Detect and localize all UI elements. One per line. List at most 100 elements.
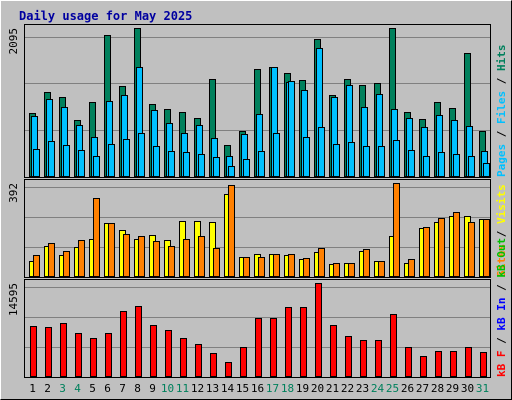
x-tick-label: 4 — [74, 382, 81, 395]
x-tick-label: 28 — [431, 382, 444, 395]
bar-kb-f-31 — [480, 352, 487, 377]
x-tick-label: 31 — [476, 382, 489, 395]
bar-pages-5 — [93, 156, 100, 177]
bar-sites-20 — [318, 248, 325, 277]
x-tick-label: 24 — [371, 382, 385, 395]
bar-sites-11 — [183, 239, 190, 277]
x-tick-label: 3 — [59, 382, 66, 395]
bar-sites-19 — [303, 258, 310, 277]
panel-middle: 392 — [7, 179, 491, 278]
bar-pages-7 — [123, 139, 130, 177]
bar-sites-29 — [453, 212, 460, 277]
x-tick-label: 21 — [326, 382, 339, 395]
bar-sites-25 — [393, 183, 400, 277]
panel-frame — [24, 24, 491, 178]
panel-frame — [24, 279, 491, 378]
bar-kb-f-24 — [375, 340, 382, 377]
bar-kb-f-13 — [210, 353, 217, 377]
bar-sites-15 — [243, 257, 250, 277]
bar-pages-19 — [303, 137, 310, 177]
bar-sites-4 — [78, 240, 85, 277]
x-tick-label: 22 — [341, 382, 354, 395]
bar-kb-f-9 — [150, 325, 157, 377]
panel-bottom: 14595 — [7, 279, 491, 378]
bar-pages-17 — [273, 133, 280, 177]
bar-kb-f-2 — [45, 327, 52, 377]
right-label-part: kB In — [495, 298, 508, 331]
bar-kb-f-30 — [465, 347, 472, 377]
bar-sites-12 — [198, 236, 205, 277]
bar-pages-14 — [228, 166, 235, 177]
bar-sites-14 — [228, 185, 235, 277]
bar-kb-f-28 — [435, 351, 442, 377]
bar-pages-8 — [138, 133, 145, 177]
bar-sites-16 — [258, 257, 265, 277]
bar-kb-f-10 — [165, 330, 172, 377]
x-tick-label: 17 — [266, 382, 279, 395]
right-label-part: / — [495, 278, 508, 298]
bar-pages-4 — [78, 150, 85, 177]
x-tick-label: 15 — [236, 382, 249, 395]
x-tick-label: 16 — [251, 382, 264, 395]
x-tick-label: 30 — [461, 382, 474, 395]
x-tick-label: 18 — [281, 382, 294, 395]
bar-kb-f-7 — [120, 311, 127, 377]
x-tick-label: 13 — [206, 382, 219, 395]
bar-pages-23 — [363, 146, 370, 177]
bar-pages-18 — [288, 81, 295, 177]
bar-pages-25 — [393, 140, 400, 177]
bar-kb-f-8 — [135, 306, 142, 377]
bar-pages-9 — [153, 146, 160, 177]
bar-kb-f-22 — [345, 336, 352, 377]
bar-sites-8 — [138, 236, 145, 277]
x-tick-label: 27 — [416, 382, 429, 395]
bar-kb-f-3 — [60, 323, 67, 377]
chart-panels: 2095 392 14595 Pages / Files / Hits Sites / … — [7, 24, 508, 378]
bar-sites-27 — [423, 227, 430, 277]
bar-sites-17 — [273, 254, 280, 277]
x-tick-label: 8 — [134, 382, 141, 395]
x-tick-label: 5 — [89, 382, 96, 395]
bar-sites-24 — [378, 261, 385, 277]
bar-kb-f-5 — [90, 338, 97, 377]
bar-pages-28 — [438, 152, 445, 177]
bar-pages-22 — [348, 142, 355, 177]
bar-sites-23 — [363, 249, 370, 277]
bar-sites-10 — [168, 246, 175, 277]
bar-sites-26 — [408, 259, 415, 277]
bar-sites-7 — [123, 234, 130, 277]
bar-kb-f-12 — [195, 344, 202, 377]
right-label-middle: Sites / Visits — [495, 184, 508, 277]
bar-pages-10 — [168, 151, 175, 177]
chart-title: Daily usage for May 2025 — [19, 9, 192, 23]
x-tick-label: 25 — [386, 382, 399, 395]
bar-pages-13 — [213, 157, 220, 177]
series-kb-f — [30, 283, 487, 377]
bar-kb-f-25 — [390, 314, 397, 377]
bar-kb-f-19 — [300, 307, 307, 377]
x-tick-label: 2 — [44, 382, 51, 395]
bar-pages-20 — [318, 127, 325, 177]
bar-pages-29 — [453, 154, 460, 177]
x-tick-label: 6 — [104, 382, 111, 395]
bar-pages-21 — [333, 144, 340, 177]
right-label-part: Hits — [495, 45, 508, 72]
bar-pages-27 — [423, 156, 430, 177]
bar-sites-5 — [93, 198, 100, 277]
right-label-part: Pages — [495, 144, 508, 177]
bar-kb-f-16 — [255, 318, 262, 377]
bar-kb-f-29 — [450, 351, 457, 377]
right-label-part: / — [495, 124, 508, 144]
bar-sites-31 — [483, 219, 490, 277]
panel-max-label: 14595 — [7, 283, 20, 316]
bar-pages-26 — [408, 150, 415, 177]
bar-pages-24 — [378, 146, 385, 177]
x-tick-label: 29 — [446, 382, 459, 395]
bar-kb-f-27 — [420, 356, 427, 377]
right-label-part: kB F — [495, 351, 508, 378]
right-label-part: / — [495, 224, 508, 244]
bar-kb-f-11 — [180, 338, 187, 377]
panel-frame — [24, 179, 491, 278]
